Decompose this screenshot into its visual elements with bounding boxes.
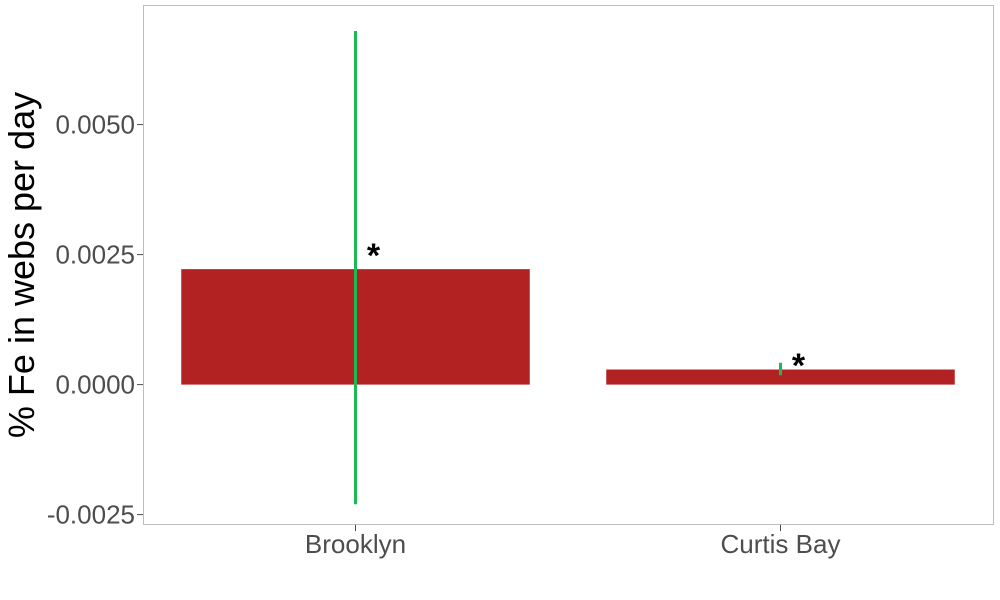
significance-marker: *	[792, 347, 806, 385]
x-axis: Brooklyn Curtis Bay	[305, 525, 841, 559]
panel-border	[143, 5, 994, 525]
bars	[181, 269, 955, 385]
y-tick-label: 0.0050	[55, 110, 135, 140]
annotations: **	[367, 237, 806, 385]
y-axis: -0.0025 0.0000 0.0025 0.0050	[47, 110, 143, 530]
significance-marker: *	[367, 237, 381, 275]
error-bars	[354, 31, 782, 505]
y-tick-label: -0.0025	[47, 500, 135, 530]
bar	[606, 369, 955, 385]
x-tick-label: Brooklyn	[305, 529, 406, 559]
y-tick-label: 0.0000	[55, 370, 135, 400]
y-tick-label: 0.0025	[55, 240, 135, 270]
y-axis-title: % Fe in webs per day	[1, 92, 42, 438]
x-tick-label: Curtis Bay	[721, 529, 841, 559]
